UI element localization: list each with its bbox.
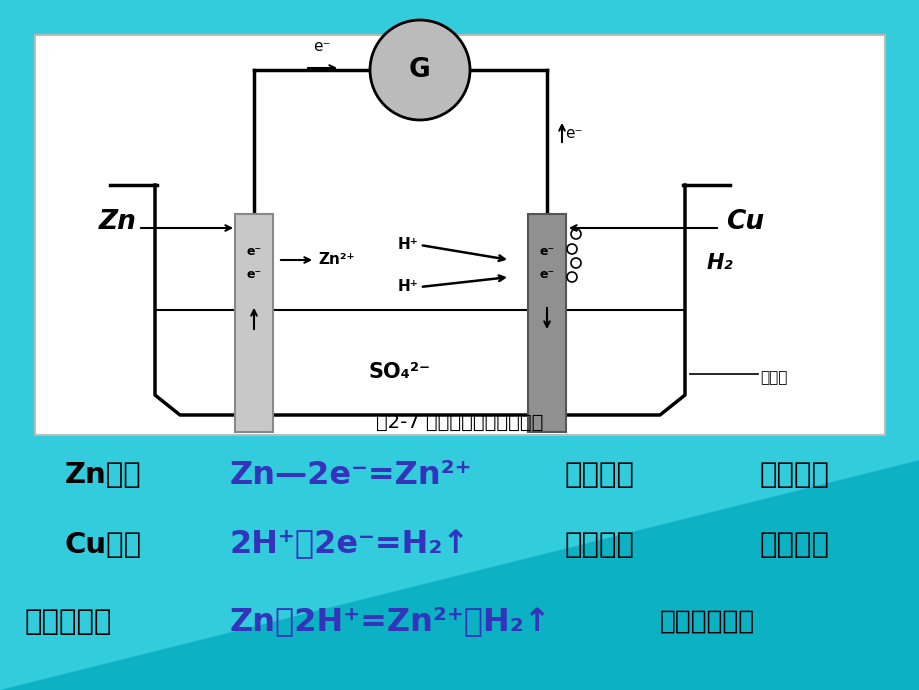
Text: 氧化还原反应: 氧化还原反应 (659, 609, 754, 635)
FancyBboxPatch shape (528, 214, 565, 432)
Text: Zn＋2H⁺=Zn²⁺＋H₂↑: Zn＋2H⁺=Zn²⁺＋H₂↑ (230, 607, 551, 638)
Circle shape (571, 258, 581, 268)
Polygon shape (0, 460, 919, 690)
Text: 氧化反应: 氧化反应 (564, 461, 634, 489)
Text: H⁺: H⁺ (397, 237, 417, 253)
Text: （负极）: （负极） (759, 461, 829, 489)
Text: Cu: Cu (725, 209, 764, 235)
Text: Zn电极: Zn电极 (65, 461, 142, 489)
Text: e⁻: e⁻ (246, 246, 261, 259)
FancyBboxPatch shape (35, 35, 884, 435)
Text: e⁻: e⁻ (539, 268, 554, 282)
Text: e⁻: e⁻ (246, 268, 261, 282)
Text: G: G (409, 57, 430, 83)
Text: 还原反应: 还原反应 (564, 531, 634, 559)
Text: 总反应式：: 总反应式： (25, 608, 112, 636)
Text: Cu电极: Cu电极 (65, 531, 142, 559)
Circle shape (571, 229, 581, 239)
Text: Zn²⁺: Zn²⁺ (318, 253, 354, 268)
Text: Zn—2e⁻=Zn²⁺: Zn—2e⁻=Zn²⁺ (230, 460, 472, 491)
Text: SO₄²⁻: SO₄²⁻ (369, 362, 430, 382)
Text: 2H⁺＋2e⁻=H₂↑: 2H⁺＋2e⁻=H₂↑ (230, 529, 470, 560)
Circle shape (566, 244, 576, 254)
Text: Zn: Zn (99, 209, 137, 235)
FancyBboxPatch shape (234, 214, 273, 432)
Text: （正极）: （正极） (759, 531, 829, 559)
Text: e⁻: e⁻ (312, 39, 331, 54)
Text: H⁺: H⁺ (397, 279, 417, 295)
Circle shape (369, 20, 470, 120)
Text: 图2-7 原电池反应原理示意图: 图2-7 原电池反应原理示意图 (376, 413, 543, 431)
Text: e⁻: e⁻ (564, 126, 582, 141)
Text: 稀硫酸: 稀硫酸 (759, 371, 787, 386)
Text: H₂: H₂ (706, 253, 732, 273)
Text: e⁻: e⁻ (539, 246, 554, 259)
Circle shape (566, 272, 576, 282)
